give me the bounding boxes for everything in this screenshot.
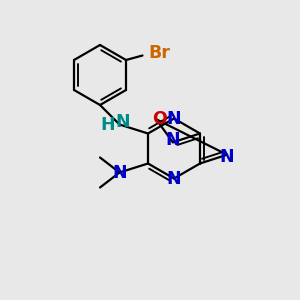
Text: N: N [112,164,127,181]
Text: N: N [220,148,234,166]
Text: N: N [167,110,181,128]
Text: N: N [166,131,180,149]
Text: N: N [167,169,181,188]
Text: H: H [101,116,116,134]
Text: O: O [152,110,167,128]
Text: N: N [116,112,130,130]
Text: Br: Br [148,44,170,62]
